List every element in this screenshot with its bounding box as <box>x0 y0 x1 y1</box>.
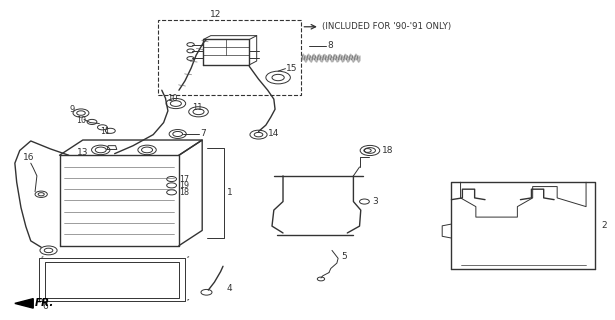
Bar <box>157 20 301 95</box>
Text: 3: 3 <box>372 197 378 206</box>
Text: 5: 5 <box>341 252 347 261</box>
Text: 15: 15 <box>285 64 297 73</box>
Text: 11: 11 <box>192 103 203 112</box>
Text: 1: 1 <box>227 188 232 197</box>
Text: 16: 16 <box>23 153 35 162</box>
Text: 18: 18 <box>382 146 394 155</box>
Text: 19: 19 <box>179 181 189 190</box>
Text: 7: 7 <box>200 130 205 139</box>
Text: 13: 13 <box>77 148 89 156</box>
Text: 10: 10 <box>76 116 86 125</box>
Text: 14: 14 <box>268 130 279 139</box>
Text: 11: 11 <box>101 127 111 136</box>
Text: 8: 8 <box>327 41 333 50</box>
Text: 6: 6 <box>42 302 48 311</box>
Text: FR.: FR. <box>35 298 55 308</box>
Text: 18: 18 <box>179 188 189 197</box>
Text: 4: 4 <box>227 284 232 293</box>
Text: 2: 2 <box>601 221 607 230</box>
Text: 9: 9 <box>70 105 75 114</box>
Text: 10: 10 <box>167 94 177 103</box>
Text: 17: 17 <box>179 174 189 184</box>
Text: (INCLUDED FOR '90-'91 ONLY): (INCLUDED FOR '90-'91 ONLY) <box>322 22 451 31</box>
Polygon shape <box>15 299 33 308</box>
Text: 12: 12 <box>210 10 221 19</box>
